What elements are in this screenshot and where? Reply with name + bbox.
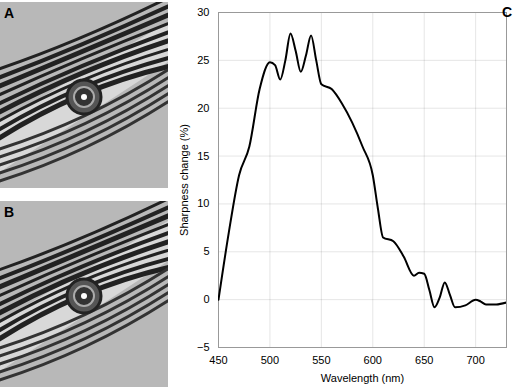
svg-text:−5: −5 xyxy=(197,341,210,353)
svg-text:500: 500 xyxy=(261,354,279,366)
svg-text:450: 450 xyxy=(209,354,227,366)
svg-text:20: 20 xyxy=(197,102,209,114)
svg-text:600: 600 xyxy=(364,354,382,366)
svg-text:0: 0 xyxy=(203,293,209,305)
svg-text:B: B xyxy=(4,204,14,220)
svg-text:Wavelength (nm): Wavelength (nm) xyxy=(321,372,404,384)
svg-text:15: 15 xyxy=(197,150,209,162)
svg-text:5: 5 xyxy=(203,245,209,257)
html-text:C: C xyxy=(501,4,512,20)
svg-text:25: 25 xyxy=(197,54,209,66)
svg-text:700: 700 xyxy=(466,354,484,366)
svg-text:550: 550 xyxy=(312,354,330,366)
svg-text:A: A xyxy=(4,5,14,21)
svg-text:Sharpness change (%): Sharpness change (%) xyxy=(178,124,190,236)
svg-text:650: 650 xyxy=(415,354,433,366)
svg-text:30: 30 xyxy=(197,6,209,18)
svg-text:10: 10 xyxy=(197,197,209,209)
